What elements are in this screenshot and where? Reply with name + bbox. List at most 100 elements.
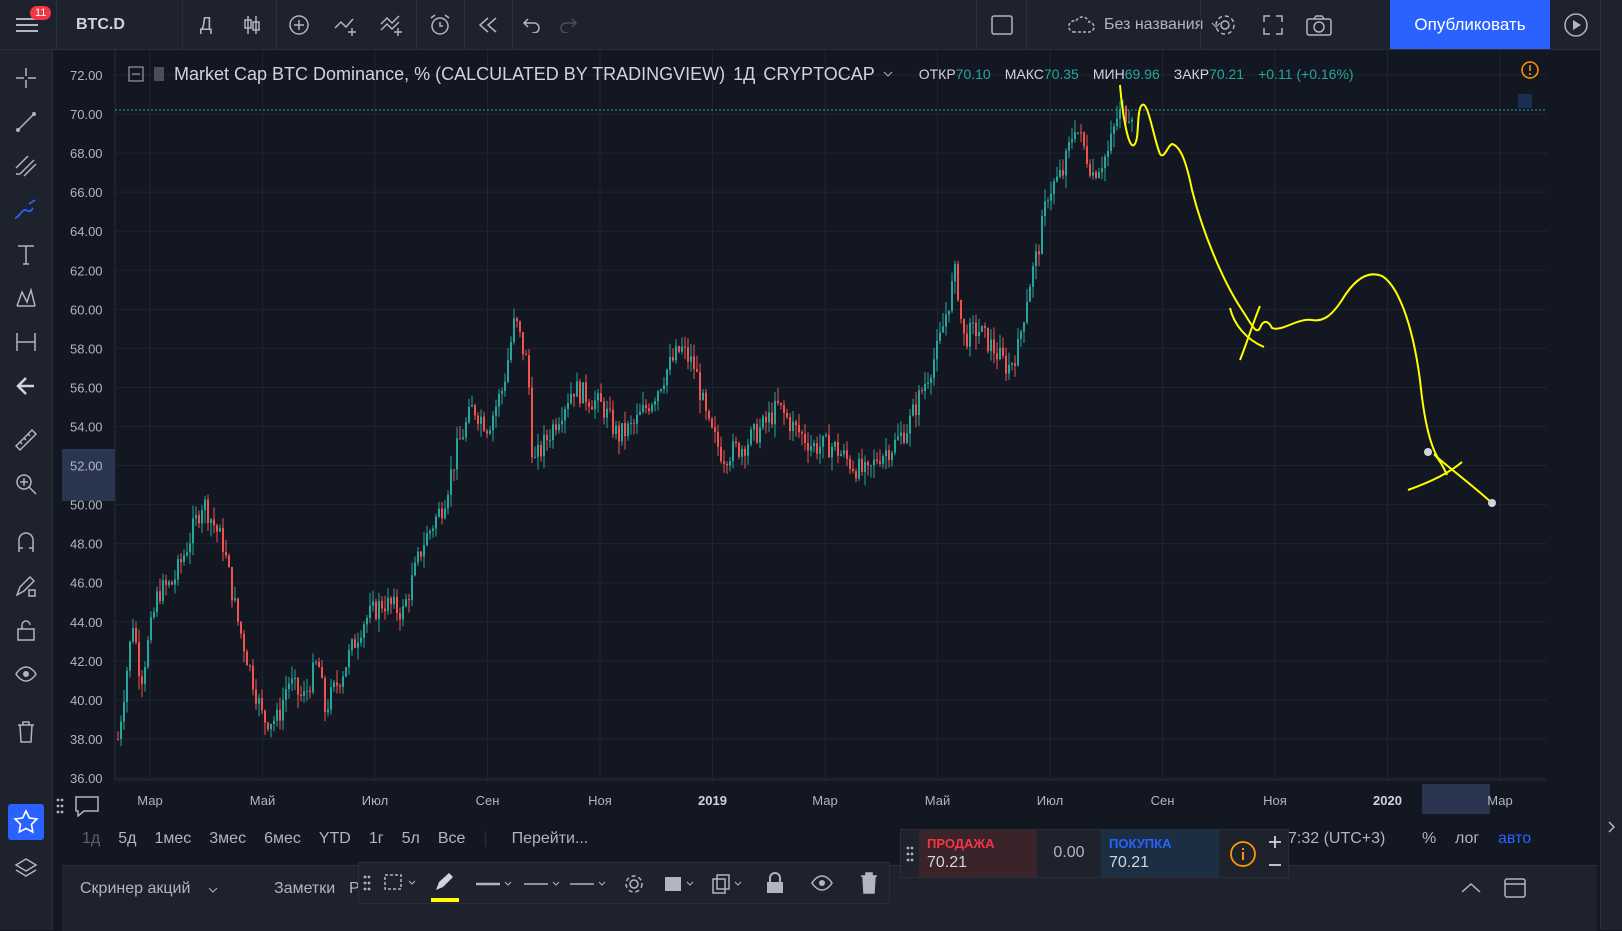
candle-body (555, 424, 557, 431)
info-icon[interactable] (1229, 840, 1257, 868)
tab-notes[interactable]: Заметки (274, 880, 336, 897)
x-tick-label: Ноя (588, 793, 612, 808)
candle-body (273, 720, 275, 725)
range-item[interactable]: 5д (118, 830, 137, 847)
brush-color-button[interactable] (429, 863, 461, 903)
drawing-handle-start[interactable] (1424, 448, 1432, 456)
candle-body (720, 446, 722, 462)
gear-icon[interactable] (623, 873, 645, 895)
range-item[interactable]: 1д (82, 830, 101, 847)
play-button[interactable] (1552, 0, 1600, 49)
price-chart[interactable]: 72.00 70.00 68.00 66.00 64.00 62.00 60.00 58.00… (62, 50, 1597, 818)
replay-button[interactable] (466, 0, 510, 49)
range-item[interactable]: 1г (368, 830, 384, 847)
alert-indicator[interactable] (1521, 61, 1539, 79)
trash-icon[interactable] (859, 872, 879, 894)
fib-tool[interactable] (8, 148, 44, 184)
drawing-handle-end[interactable] (1488, 499, 1496, 507)
chevron-right-icon[interactable] (1607, 820, 1617, 834)
collapse-icon[interactable] (128, 66, 144, 82)
compare-button[interactable] (278, 0, 320, 49)
pattern-tool[interactable] (8, 280, 44, 316)
candle-body (270, 724, 272, 730)
magnet-tool[interactable] (8, 524, 44, 560)
lock-drawings-tool[interactable] (8, 568, 44, 604)
visual-order-icon[interactable] (663, 873, 697, 895)
legend-exchange[interactable]: CRYPTOCAP (763, 63, 875, 84)
interval-button[interactable]: Д (199, 14, 213, 34)
ruler-tool[interactable] (8, 422, 44, 458)
chevron-down-icon[interactable] (208, 886, 218, 894)
candle-body (717, 432, 719, 447)
plus-icon[interactable] (1267, 834, 1283, 850)
text-tool[interactable] (8, 236, 44, 272)
range-item[interactable]: 1мес (154, 830, 192, 847)
lock-icon[interactable] (765, 872, 785, 894)
candle-body (1116, 118, 1118, 127)
line-style-icon[interactable] (523, 879, 561, 889)
drag-handle-icon[interactable] (56, 798, 64, 814)
sell-button[interactable]: ПРОДАЖА 70.21 (919, 830, 1037, 877)
tab-screener[interactable]: Скринер акций (80, 880, 191, 897)
brush-cross-2[interactable] (1407, 453, 1463, 491)
candle-body (1083, 132, 1085, 147)
line-end-icon[interactable] (569, 879, 607, 889)
timezone-label[interactable]: 7:32 (UTC+3) (1288, 830, 1386, 847)
candle-body (618, 425, 620, 442)
selection-icon[interactable] (383, 873, 417, 893)
minus-icon[interactable] (1267, 857, 1283, 873)
range-item[interactable]: 3мес (209, 830, 247, 847)
goto-button[interactable]: Перейти... (511, 830, 589, 847)
templates-button[interactable] (370, 0, 414, 49)
eye-icon[interactable] (811, 875, 833, 891)
menu-button[interactable]: 11 (0, 0, 54, 49)
indicators-button[interactable] (324, 0, 368, 49)
symbol-search-button[interactable]: BTC.D (76, 15, 125, 33)
clone-icon[interactable] (711, 873, 745, 895)
chart-type-button[interactable] (230, 0, 274, 49)
range-item[interactable]: Все (437, 830, 466, 847)
chevron-down-icon[interactable] (883, 70, 893, 78)
percent-toggle[interactable]: % (1422, 830, 1437, 847)
drag-handle-icon[interactable] (906, 846, 914, 862)
measure-range-tool[interactable] (8, 324, 44, 360)
range-item[interactable]: 6мес (264, 830, 301, 847)
favorites-tool[interactable] (8, 804, 44, 840)
redo-button[interactable] (550, 0, 586, 49)
settings-button[interactable] (1202, 0, 1248, 49)
back-tool[interactable] (8, 368, 44, 404)
range-item[interactable]: YTD (318, 830, 351, 847)
flag-icon[interactable] (152, 66, 166, 82)
maximize-panel-icon[interactable] (1504, 878, 1526, 898)
comment-icon[interactable] (74, 795, 100, 817)
tab-partial[interactable]: Р (349, 880, 360, 897)
fullscreen-button[interactable] (1250, 0, 1296, 49)
trend-line-tool[interactable] (8, 104, 44, 140)
snapshot-button[interactable] (1296, 0, 1342, 49)
lock-tool[interactable] (8, 612, 44, 648)
candle-body (384, 608, 386, 612)
brush-tool[interactable] (8, 192, 44, 228)
alert-button[interactable] (418, 0, 462, 49)
delete-tool[interactable] (8, 714, 44, 750)
auto-toggle[interactable]: авто (1498, 830, 1532, 847)
object-tree-tool[interactable] (8, 850, 44, 886)
candle-body (519, 321, 521, 332)
undo-button[interactable] (514, 0, 550, 49)
buy-button[interactable]: ПОКУПКА 70.21 (1101, 830, 1219, 877)
candle-body (585, 382, 587, 403)
chevron-up-icon[interactable] (1460, 882, 1482, 894)
drag-handle-icon[interactable] (363, 875, 371, 891)
hide-drawings-tool[interactable] (8, 656, 44, 692)
x-tick-label: Сен (476, 793, 500, 808)
log-toggle[interactable]: лог (1455, 830, 1480, 847)
layout-select-button[interactable] (980, 0, 1024, 49)
range-item[interactable]: 5л (401, 830, 420, 847)
crosshair-tool[interactable] (8, 60, 44, 96)
line-width-icon[interactable] (475, 879, 513, 889)
brush-cross-1[interactable] (1229, 305, 1265, 361)
publish-button[interactable]: Опубликовать (1390, 0, 1550, 49)
zoom-tool[interactable] (8, 466, 44, 502)
brush-stroke[interactable] (1119, 84, 1493, 504)
layout-name-button[interactable]: Без названия (1066, 0, 1236, 49)
